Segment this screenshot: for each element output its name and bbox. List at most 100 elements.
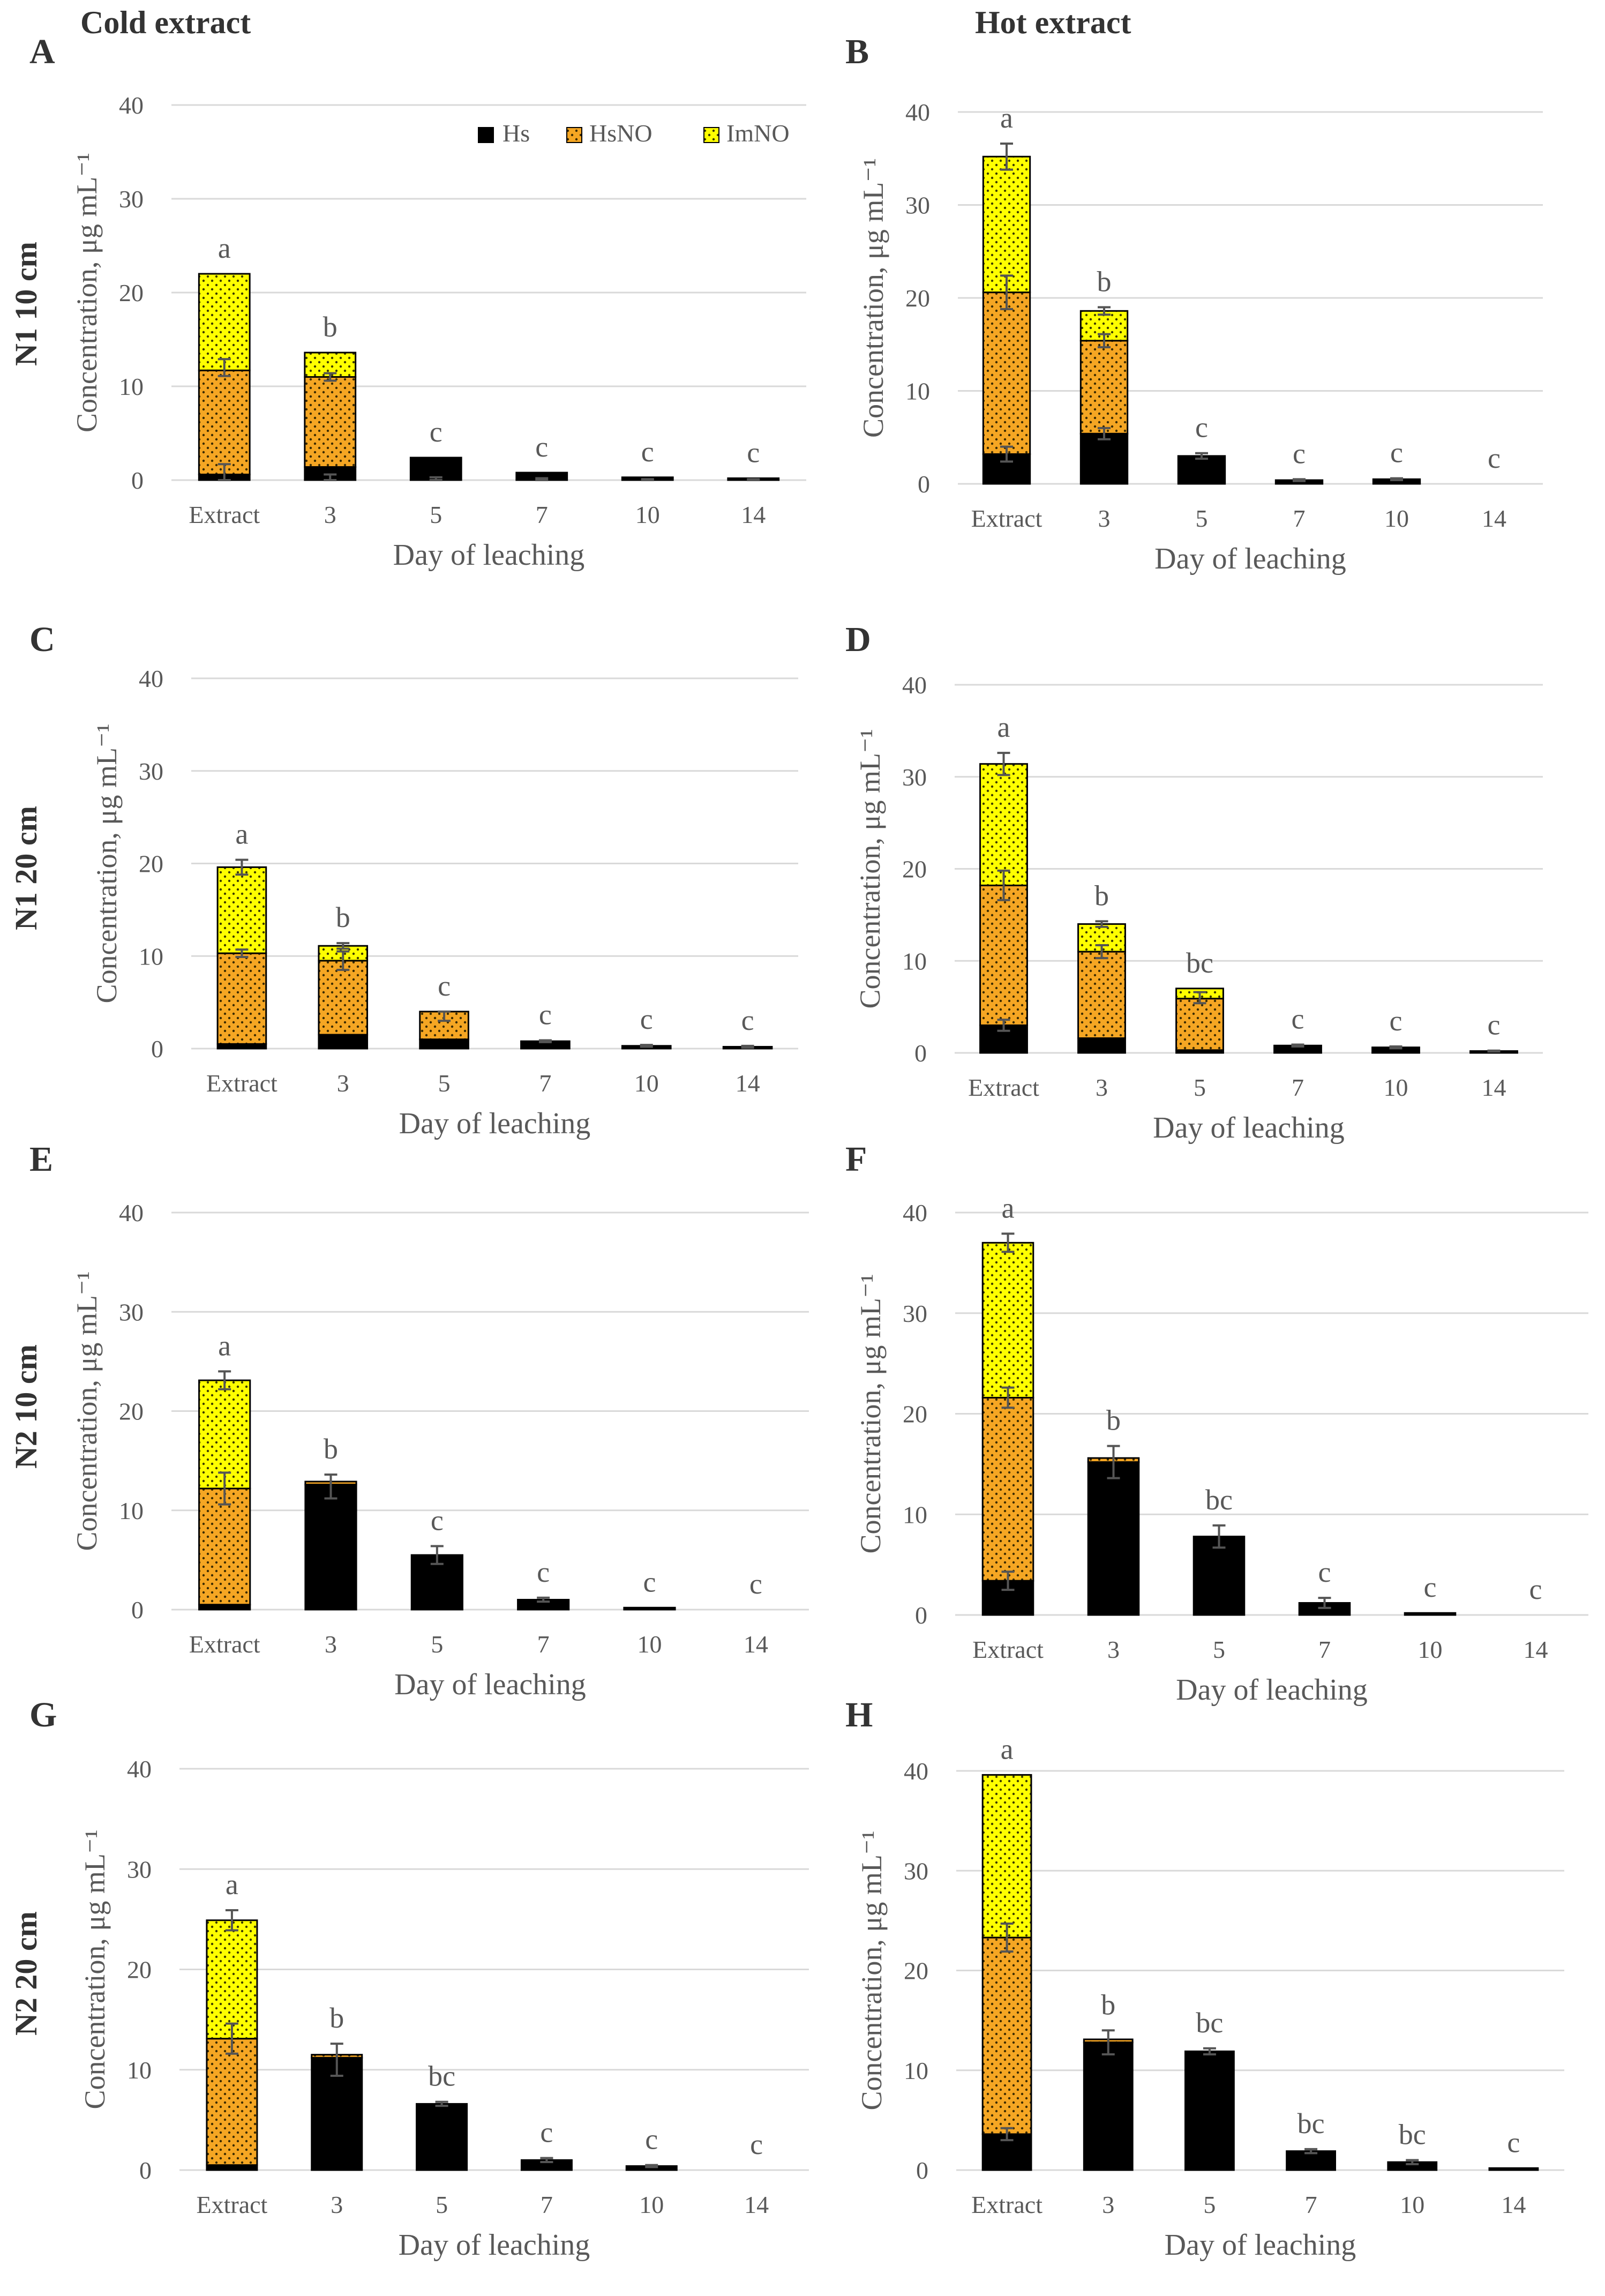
y-tick-c-0: 0 xyxy=(151,1035,163,1063)
bar-d-hsno-1 xyxy=(1077,951,1126,1039)
y-tick-d-30: 30 xyxy=(902,764,927,791)
y-tick-b-10: 10 xyxy=(905,378,930,405)
x-tick-f-5: 14 xyxy=(1524,1636,1548,1663)
panel-b: B 0 10 20 30 40 Concentration, μg mL⁻¹ Day of l… xyxy=(845,32,1543,575)
legend-label-imno: ImNO xyxy=(726,119,790,147)
sig-letter-g-0: a xyxy=(226,1868,238,1901)
sig-letter-c-5: c xyxy=(741,1004,754,1036)
sig-letter-b-4: c xyxy=(1390,437,1403,469)
y-tick-b-30: 30 xyxy=(905,192,930,219)
x-tick-h-1: 3 xyxy=(1102,2191,1114,2218)
x-tick-g-2: 5 xyxy=(436,2191,448,2218)
x-tick-c-4: 10 xyxy=(634,1070,659,1097)
sig-letter-f-5: c xyxy=(1529,1573,1542,1605)
x-tick-h-2: 5 xyxy=(1203,2191,1216,2218)
x-tick-h-3: 7 xyxy=(1305,2191,1317,2218)
y-tick-b-20: 20 xyxy=(905,285,930,312)
x-tick-h-4: 10 xyxy=(1400,2191,1424,2218)
x-tick-c-0: Extract xyxy=(206,1070,278,1097)
bar-d-hsno-0 xyxy=(979,884,1028,1026)
x-tick-d-5: 14 xyxy=(1482,1074,1506,1101)
y-tick-c-10: 10 xyxy=(139,943,163,970)
bar-e-hsno-0 xyxy=(198,1487,251,1606)
y-tick-e-0: 0 xyxy=(131,1596,144,1624)
bar-c-hs-2 xyxy=(419,1038,469,1050)
y-tick-d-20: 20 xyxy=(902,856,927,883)
panel-letter-f: F xyxy=(845,1140,867,1179)
bar-f-hs-1 xyxy=(1087,1461,1140,1616)
bar-b-hs-1 xyxy=(1079,432,1129,485)
x-axis-title-f: Day of leaching xyxy=(1176,1673,1368,1707)
bar-h-hs-5 xyxy=(1488,2167,1539,2171)
sig-letter-g-1: b xyxy=(329,2002,344,2034)
bar-a-imno-0 xyxy=(198,273,251,371)
sig-letter-h-2: bc xyxy=(1196,2007,1223,2039)
sig-letter-a-1: b xyxy=(323,311,338,343)
panel-g: G N2 20 cm 0 10 20 30 40 Concentration, μg mL⁻¹… xyxy=(9,1695,809,2262)
panel-f: F 0 10 20 30 40 Concentration, μg mL⁻¹ Day of l… xyxy=(845,1140,1588,1707)
x-axis-title-a: Day of leaching xyxy=(393,539,585,572)
sig-letter-e-1: b xyxy=(324,1433,338,1465)
bar-f-hs-4 xyxy=(1404,1612,1457,1616)
sig-letter-f-1: b xyxy=(1106,1404,1121,1437)
y-axis-title-c: Concentration, μg mL⁻¹ xyxy=(91,723,123,1003)
y-tick-f-30: 30 xyxy=(903,1300,927,1327)
x-tick-d-4: 10 xyxy=(1384,1074,1408,1101)
sig-letter-a-5: c xyxy=(747,437,760,469)
x-tick-e-2: 5 xyxy=(431,1631,443,1658)
x-tick-a-0: Extract xyxy=(189,501,260,528)
x-tick-f-0: Extract xyxy=(972,1636,1044,1663)
legend-label-hs: Hs xyxy=(502,119,530,147)
y-axis-title-g: Concentration, μg mL⁻¹ xyxy=(79,1829,111,2109)
panel-letter-d: D xyxy=(845,620,871,659)
sig-letter-e-4: c xyxy=(643,1566,656,1598)
x-axis-title-h: Day of leaching xyxy=(1165,2228,1356,2262)
x-tick-g-3: 7 xyxy=(541,2191,553,2218)
sig-letter-c-3: c xyxy=(539,998,552,1030)
y-tick-g-20: 20 xyxy=(127,1956,152,1984)
sig-letter-b-1: b xyxy=(1097,265,1112,297)
bar-c-imno-0 xyxy=(216,866,267,954)
y-tick-h-10: 10 xyxy=(904,2057,928,2084)
sig-letter-a-0: a xyxy=(218,232,231,264)
y-tick-h-0: 0 xyxy=(916,2157,928,2184)
y-tick-h-40: 40 xyxy=(904,1757,928,1785)
legend-swatch-imno xyxy=(703,127,719,143)
bar-g-hs-2 xyxy=(416,2103,468,2171)
y-tick-f-20: 20 xyxy=(903,1401,927,1428)
bar-a-hsno-0 xyxy=(198,369,251,475)
bar-b-imno-0 xyxy=(982,155,1031,294)
sig-letter-a-4: c xyxy=(641,436,654,468)
panel-letter-e: E xyxy=(29,1140,53,1179)
x-tick-a-3: 7 xyxy=(536,501,548,528)
x-tick-g-1: 3 xyxy=(331,2191,343,2218)
x-tick-b-5: 14 xyxy=(1482,505,1506,532)
sig-letter-h-1: b xyxy=(1101,1988,1115,2021)
sig-letter-d-3: c xyxy=(1292,1003,1304,1035)
x-tick-a-1: 3 xyxy=(324,501,336,528)
bar-h-hs-2 xyxy=(1184,2050,1235,2171)
panel-e: E N2 10 cm 0 10 20 30 40 Concentration, μg mL⁻¹… xyxy=(9,1140,809,1701)
sig-letter-b-0: a xyxy=(1000,102,1013,134)
sig-letter-e-5: c xyxy=(749,1568,762,1600)
y-tick-f-0: 0 xyxy=(915,1602,927,1629)
x-tick-f-3: 7 xyxy=(1318,1636,1331,1663)
x-tick-b-4: 10 xyxy=(1384,505,1409,532)
x-tick-d-1: 3 xyxy=(1096,1074,1108,1101)
y-tick-d-0: 0 xyxy=(914,1039,927,1067)
sig-letter-g-2: bc xyxy=(428,2060,455,2092)
legend: Hs HsNO ImNO xyxy=(478,119,790,147)
panel-letter-b: B xyxy=(845,32,869,71)
y-tick-h-30: 30 xyxy=(904,1857,928,1884)
x-tick-g-5: 14 xyxy=(744,2191,769,2218)
y-tick-g-0: 0 xyxy=(139,2157,152,2184)
legend-swatch-hsno xyxy=(566,127,582,143)
x-axis-title-b: Day of leaching xyxy=(1154,542,1346,575)
bar-h-imno-0 xyxy=(981,1774,1032,1939)
panel-c: C N1 20 cm 0 10 20 30 40 Concentration, μg mL⁻¹… xyxy=(9,620,798,1140)
bar-b-hsno-0 xyxy=(982,291,1031,455)
x-tick-c-1: 3 xyxy=(337,1070,349,1097)
y-axis-title-b: Concentration, μg mL⁻¹ xyxy=(857,158,889,438)
bar-h-hsno-0 xyxy=(981,1936,1032,2135)
